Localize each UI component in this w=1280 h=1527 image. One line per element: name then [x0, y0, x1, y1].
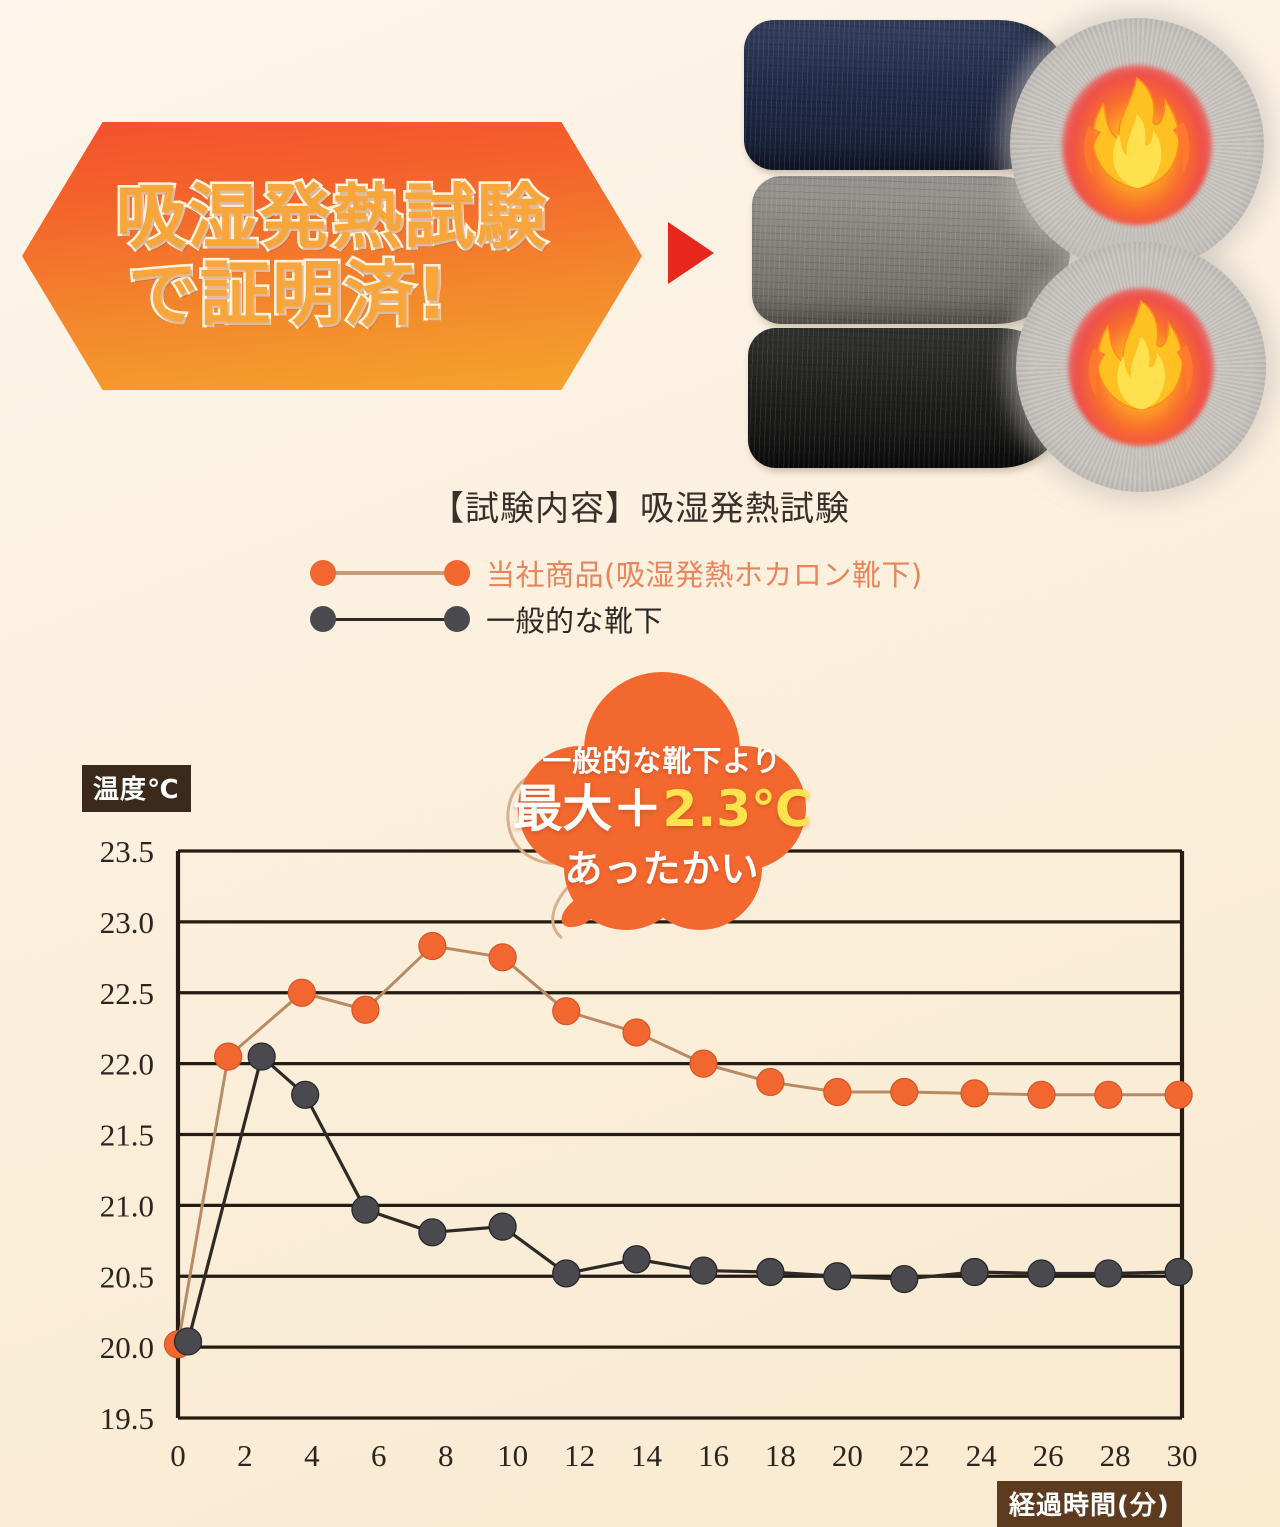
data-point — [689, 1256, 718, 1285]
bubble-shape — [506, 672, 806, 940]
fleece-lining-bottom — [1016, 242, 1266, 492]
legend-item-product: 当社商品(吸湿発熱ホカロン靴下) — [310, 550, 1070, 596]
x-tick-label: 2 — [237, 1438, 253, 1473]
title-banner: 吸湿発熱試験 で証明済! — [22, 122, 642, 390]
data-point — [1027, 1080, 1056, 1109]
x-tick-label: 14 — [631, 1438, 663, 1473]
data-point — [756, 1257, 785, 1287]
data-point — [247, 1042, 276, 1071]
data-point — [823, 1262, 852, 1291]
data-point — [823, 1077, 852, 1107]
x-tick-label: 24 — [966, 1438, 998, 1473]
x-tick-label: 0 — [170, 1438, 186, 1473]
x-tick-label: 8 — [438, 1438, 454, 1473]
data-point — [214, 1042, 243, 1071]
data-point — [291, 1080, 320, 1109]
data-point — [351, 1195, 380, 1224]
test-heading: 【試験内容】吸湿発熱試験 — [430, 489, 850, 529]
x-tick-label: 4 — [304, 1438, 320, 1473]
x-tick-label: 10 — [497, 1438, 528, 1473]
flame-icon — [1088, 299, 1193, 411]
series-line — [186, 1054, 1181, 1344]
x-tick-label: 12 — [564, 1438, 595, 1473]
y-tick-label: 23.0 — [100, 905, 154, 940]
title-line-1: 吸湿発熱試験 — [114, 175, 549, 258]
x-tick-label: 6 — [371, 1438, 387, 1473]
y-tick-label: 22.5 — [100, 976, 154, 1011]
data-point — [960, 1257, 989, 1287]
legend-label-normal: 一般的な靴下 — [486, 604, 664, 638]
y-tick-label: 20.0 — [100, 1330, 154, 1365]
x-tick-label: 30 — [1167, 1438, 1198, 1473]
triangle-right-icon — [668, 222, 714, 284]
x-axis-label: 経過時間(分) — [997, 1481, 1182, 1527]
temperature-chart: 温度℃ 19.5 20.0 20.5 21.0 21.5 22.0 22.5 23.0 23.5… — [0, 740, 1280, 1527]
y-axis-label: 温度℃ — [82, 765, 191, 812]
x-tick-label: 26 — [1033, 1438, 1064, 1473]
hero-section: 吸湿発熱試験 で証明済! — [0, 0, 1280, 492]
data-point — [890, 1264, 919, 1294]
x-tick-label: 22 — [899, 1438, 930, 1473]
y-tick-label: 22.0 — [100, 1047, 154, 1082]
gray-sock — [752, 176, 1070, 324]
series-line — [176, 944, 1181, 1346]
black-sock — [748, 328, 1070, 468]
data-point — [552, 997, 581, 1026]
data-point — [418, 1218, 447, 1247]
gridlines — [175, 849, 1185, 1420]
callout-bubble: 一般的な靴下より 最大＋2.3℃ あったかい — [476, 672, 848, 950]
legend-label-product: 当社商品(吸湿発熱ホカロン靴下) — [486, 558, 923, 592]
data-point — [689, 1049, 718, 1078]
x-tick-labels: 0 2 4 6 8 10 12 14 16 18 20 22 24 26 28 30 — [170, 1438, 1197, 1473]
y-tick-labels: 19.5 20.0 20.5 21.0 21.5 22.0 22.5 23.0 23.5 — [100, 834, 154, 1436]
data-point — [622, 1245, 651, 1274]
data-point — [622, 1018, 651, 1047]
fleece-lining-top — [1010, 18, 1264, 272]
x-tick-label: 16 — [698, 1438, 729, 1473]
chart-legend: 当社商品(吸湿発熱ホカロン靴下) 一般的な靴下 — [310, 550, 1070, 642]
y-tick-label: 21.0 — [100, 1188, 154, 1223]
data-point — [287, 978, 316, 1007]
x-tick-label: 20 — [832, 1438, 863, 1473]
data-point — [1027, 1259, 1056, 1288]
data-point — [1094, 1259, 1123, 1288]
data-point — [351, 995, 380, 1024]
product-photo — [724, 6, 1276, 492]
legend-swatch-normal — [310, 606, 470, 632]
data-point — [1094, 1080, 1123, 1109]
data-series — [163, 931, 1193, 1359]
y-tick-label: 23.5 — [100, 834, 154, 869]
y-tick-label: 19.5 — [100, 1401, 154, 1436]
x-tick-label: 18 — [765, 1438, 796, 1473]
data-point — [488, 1212, 517, 1241]
data-point — [960, 1079, 989, 1108]
y-tick-label: 21.5 — [100, 1118, 154, 1153]
data-point — [173, 1327, 203, 1356]
legend-item-normal: 一般的な靴下 — [310, 596, 1070, 642]
data-point — [1164, 1080, 1193, 1109]
data-point — [756, 1067, 785, 1097]
data-point — [418, 931, 447, 961]
legend-swatch-product — [310, 560, 470, 586]
data-point — [488, 943, 517, 972]
data-point — [552, 1259, 581, 1288]
data-point — [890, 1077, 919, 1107]
data-point — [1164, 1257, 1193, 1287]
x-tick-label: 28 — [1100, 1438, 1131, 1473]
flame-icon — [1084, 76, 1190, 189]
y-tick-label: 20.5 — [100, 1259, 154, 1294]
knit-texture — [752, 176, 1070, 324]
title-line-2: で証明済! — [126, 253, 451, 335]
